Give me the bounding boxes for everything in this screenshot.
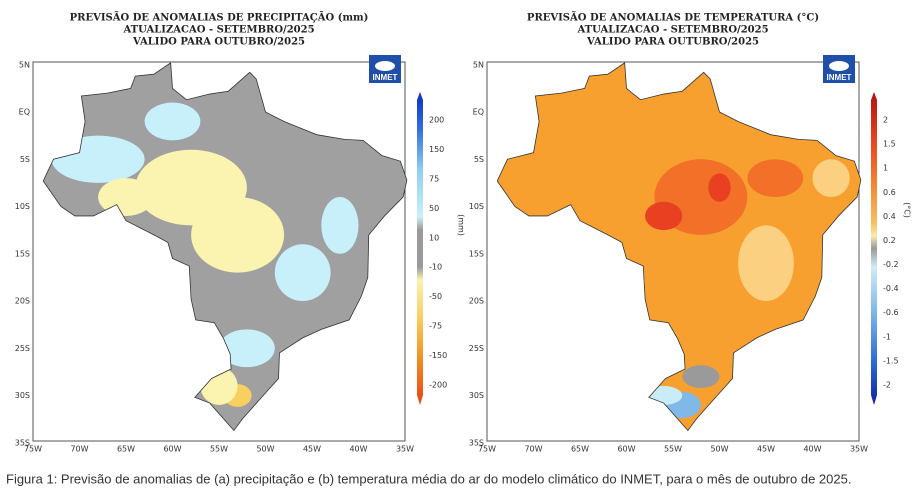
panel-title: VALIDO PARA OUTUBRO/2025 bbox=[586, 37, 759, 48]
colorbar bbox=[417, 92, 423, 405]
lon-label: 65W bbox=[571, 445, 589, 454]
lon-label: 50W bbox=[710, 445, 728, 454]
lat-label: 25S bbox=[469, 344, 484, 353]
colorbar-label: 2 bbox=[883, 116, 888, 125]
anomaly-region bbox=[144, 102, 201, 141]
lat-label: 5S bbox=[474, 155, 484, 164]
brazil-field bbox=[497, 62, 861, 431]
colorbar-label: 0.6 bbox=[883, 188, 896, 197]
lat-label: 25S bbox=[15, 344, 30, 353]
colorbar-label: 0.2 bbox=[883, 236, 896, 245]
colorbar-label: -0.6 bbox=[883, 308, 899, 317]
colorbar-label: -10 bbox=[429, 263, 442, 272]
lon-label: 40W bbox=[349, 445, 367, 454]
lon-label: 65W bbox=[117, 445, 135, 454]
colorbar-label: 10 bbox=[429, 233, 439, 242]
colorbar-label: -1 bbox=[883, 332, 891, 341]
lon-label: 70W bbox=[70, 445, 88, 454]
colorbar-label: -50 bbox=[429, 292, 442, 301]
lon-label: 35W bbox=[396, 445, 414, 454]
panel-title: PREVISÃO DE ANOMALIAS DE TEMPERATURA (°C… bbox=[527, 12, 819, 24]
lon-label: 40W bbox=[803, 445, 821, 454]
lat-label: EQ bbox=[473, 108, 484, 117]
map-panel: PREVISÃO DE ANOMALIAS DE TEMPERATURA (°C… bbox=[469, 12, 912, 454]
colorbar-label: 200 bbox=[429, 116, 444, 125]
lon-label: 45W bbox=[757, 445, 775, 454]
colorbar-label: -2 bbox=[883, 381, 891, 390]
colorbar-label: -75 bbox=[429, 322, 442, 331]
colorbar bbox=[871, 92, 877, 405]
lon-label: 50W bbox=[256, 445, 274, 454]
colorbar-label: -0.2 bbox=[883, 260, 899, 269]
lat-label: 10S bbox=[15, 202, 30, 211]
colorbar-label: 1.5 bbox=[883, 140, 896, 149]
colorbar-label: 0.4 bbox=[883, 212, 896, 221]
colorbar-unit: (°C) bbox=[903, 202, 912, 218]
logo-text: INMET bbox=[373, 73, 398, 82]
panel-title: ATUALIZACAO - SETEMBRO/2025 bbox=[576, 25, 768, 36]
lat-label: 30S bbox=[469, 391, 484, 400]
lon-label: 55W bbox=[664, 445, 682, 454]
lat-label: 5N bbox=[473, 60, 484, 69]
anomaly-region bbox=[645, 201, 683, 231]
lat-label: 5N bbox=[19, 60, 30, 69]
anomaly-region bbox=[682, 365, 720, 388]
lon-label: 45W bbox=[303, 445, 321, 454]
lon-label: 70W bbox=[524, 445, 542, 454]
lat-label: 15S bbox=[469, 249, 484, 258]
lat-label: 10S bbox=[469, 202, 484, 211]
lat-label: 15S bbox=[15, 249, 30, 258]
colorbar-label: 75 bbox=[429, 174, 439, 183]
lon-label: 75W bbox=[478, 445, 496, 454]
map-panel: PREVISÃO DE ANOMALIAS DE PRECIPITAÇÃO (m… bbox=[15, 12, 466, 454]
lon-label: 75W bbox=[24, 445, 42, 454]
brazil-border bbox=[496, 62, 862, 432]
lat-label: 5S bbox=[20, 155, 30, 164]
lat-label: 20S bbox=[15, 297, 30, 306]
lat-label: 20S bbox=[469, 297, 484, 306]
colorbar-label: -1.5 bbox=[883, 356, 899, 365]
anomaly-region bbox=[321, 197, 359, 254]
lat-label: 35S bbox=[469, 438, 484, 447]
colorbar-label: -150 bbox=[429, 351, 447, 360]
colorbar-label: -200 bbox=[429, 381, 447, 390]
panel-title: VALIDO PARA OUTUBRO/2025 bbox=[132, 37, 305, 48]
anomaly-region bbox=[747, 159, 804, 198]
lon-label: 35W bbox=[850, 445, 868, 454]
logo-cloud bbox=[829, 61, 849, 71]
anomaly-region bbox=[708, 173, 731, 202]
lon-label: 60W bbox=[163, 445, 181, 454]
logo-text: INMET bbox=[827, 73, 852, 82]
anomaly-region bbox=[812, 159, 850, 198]
brazil-border bbox=[42, 62, 408, 432]
colorbar-label: -0.4 bbox=[883, 284, 899, 293]
panel-title: ATUALIZACAO - SETEMBRO/2025 bbox=[122, 25, 314, 36]
lat-label: 30S bbox=[15, 391, 30, 400]
colorbar-label: 1 bbox=[883, 164, 888, 173]
lat-label: EQ bbox=[19, 108, 30, 117]
logo-cloud bbox=[375, 61, 395, 71]
colorbar-label: 50 bbox=[429, 204, 439, 213]
anomaly-region bbox=[274, 244, 331, 301]
caption: Figura 1: Previsão de anomalias de (a) p… bbox=[6, 471, 851, 486]
anomaly-region bbox=[219, 329, 275, 368]
lon-label: 60W bbox=[617, 445, 635, 454]
lat-label: 35S bbox=[15, 438, 30, 447]
lon-label: 55W bbox=[210, 445, 228, 454]
anomaly-region bbox=[738, 225, 794, 301]
colorbar-unit: (mm) bbox=[457, 214, 466, 236]
panel-title: PREVISÃO DE ANOMALIAS DE PRECIPITAÇÃO (m… bbox=[70, 12, 369, 24]
colorbar-label: 150 bbox=[429, 145, 444, 154]
anomaly-region bbox=[191, 197, 285, 273]
